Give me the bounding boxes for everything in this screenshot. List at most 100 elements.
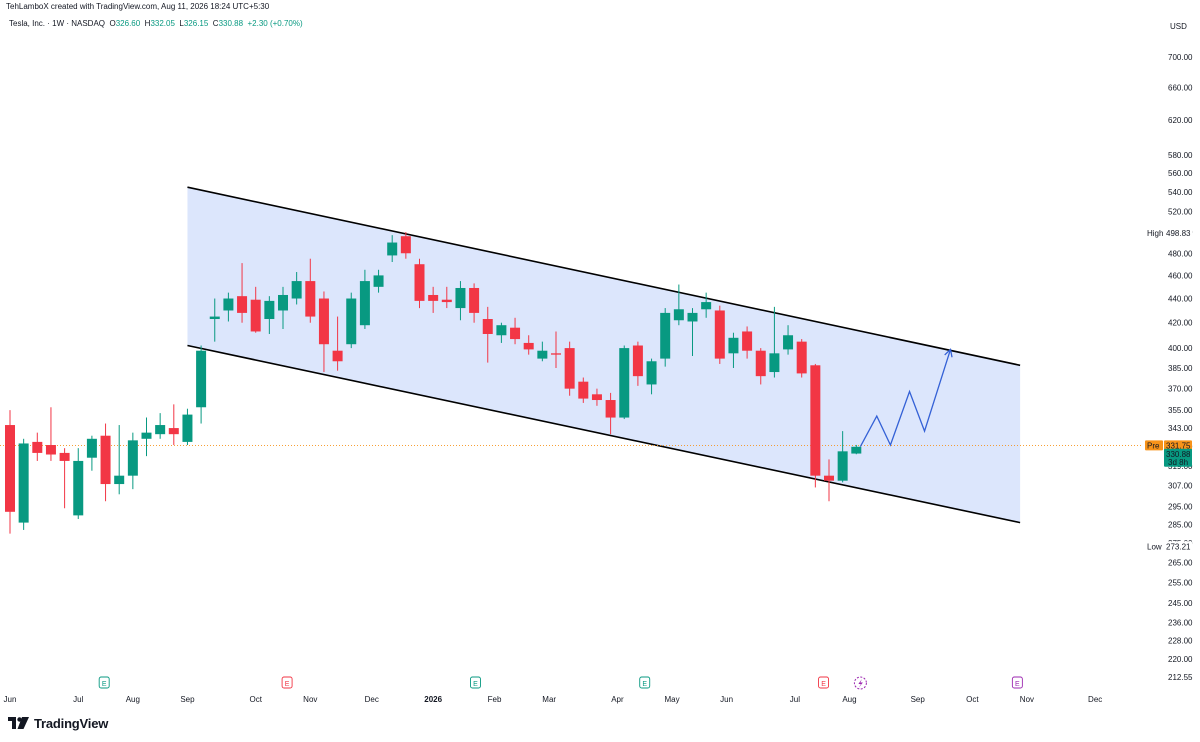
candle-body — [428, 294, 439, 301]
earnings-icon-bg — [281, 676, 293, 689]
candle — [114, 425, 125, 495]
y-tick-label: 540.00 — [1168, 188, 1193, 197]
candle — [428, 286, 439, 313]
x-tick-label: Dec — [365, 695, 379, 704]
candle — [824, 459, 834, 502]
x-tick-label: Aug — [842, 695, 856, 704]
candle — [810, 363, 821, 488]
y-tick-label: 265.00 — [1168, 558, 1193, 567]
earnings-icon: E — [98, 676, 110, 689]
pre-price-marker-tag: Pre — [1147, 441, 1160, 450]
candle — [332, 316, 343, 371]
candle-body — [482, 319, 493, 334]
x-tick-label: Nov — [1020, 695, 1034, 704]
low-label: L — [179, 19, 184, 28]
tradingview-logo-icon — [8, 716, 29, 729]
candle-body — [387, 242, 398, 256]
candle — [660, 308, 671, 367]
candle — [291, 272, 302, 305]
y-tick-label: 307.00 — [1168, 482, 1193, 491]
y-tick-label: 370.00 — [1168, 385, 1193, 394]
earnings-icon-bg — [470, 676, 481, 689]
candle-body — [632, 345, 643, 377]
candle-body — [45, 445, 56, 455]
low-marker-tag-bg — [1145, 541, 1163, 552]
symbol-name: Tesla, Inc. · 1W · NASDAQ — [9, 19, 106, 28]
candle — [359, 269, 370, 329]
y-tick-label: 420.00 — [1168, 319, 1193, 328]
candle-body — [687, 312, 698, 322]
candle — [537, 341, 548, 362]
x-tick-label: Jul — [73, 695, 83, 704]
currency-label[interactable]: USD — [1170, 22, 1187, 31]
candle-body — [237, 296, 248, 313]
y-tick-label: 385.00 — [1168, 364, 1193, 373]
candle — [632, 341, 643, 386]
candle-body — [168, 428, 179, 435]
candle-body — [359, 281, 370, 326]
candle — [18, 438, 29, 530]
price-axis[interactable]: 212.55 220.00 228.00 236.00 245.00 255.00 265.… — [1145, 53, 1193, 682]
candle-body — [182, 414, 193, 442]
y-tick-label: 700.00 — [1168, 53, 1193, 62]
candle — [278, 286, 288, 329]
earnings-icon: E — [818, 676, 829, 689]
high-marker-value: 498.83 — [1166, 229, 1191, 238]
projection-arrowhead — [944, 348, 953, 358]
earnings-icon-bg — [639, 676, 651, 689]
projection-path — [859, 349, 952, 447]
candle — [701, 292, 712, 318]
candle-body — [278, 294, 288, 311]
time-axis[interactable]: Jun Jul Aug Sep Oct Nov Dec 2026 Feb Mar Apr May Jun… — [4, 695, 1103, 704]
candle-body — [100, 435, 111, 485]
y-tick-label: 440.00 — [1168, 295, 1193, 304]
candle-body — [86, 438, 97, 458]
candle — [510, 317, 521, 345]
candle-body — [755, 350, 766, 377]
candle — [564, 341, 575, 396]
candle — [591, 388, 602, 406]
candle — [441, 286, 452, 309]
y-tick-label: 236.00 — [1168, 619, 1193, 628]
candle — [346, 292, 357, 349]
attribution-text: TehLamboX created with TradingView.com, … — [6, 2, 270, 11]
low-marker-value: 273.21 — [1166, 542, 1191, 551]
candle-body — [32, 441, 43, 453]
x-tick-label: Jun — [4, 695, 17, 704]
y-tick-label: 343.00 — [1168, 424, 1193, 433]
low-value: 326.15 — [183, 19, 209, 28]
candle-body — [496, 325, 507, 336]
candle-body — [810, 365, 821, 476]
open-label: O — [109, 19, 116, 28]
y-tick-label: 255.00 — [1168, 578, 1193, 587]
candle — [86, 435, 97, 471]
candle — [45, 407, 56, 461]
high-marker-value-bg — [1164, 228, 1192, 239]
earnings-icon: E — [639, 676, 651, 689]
candle-body — [346, 298, 357, 345]
y-tick-label: 212.55 — [1168, 673, 1193, 682]
candle-body — [796, 341, 807, 374]
candle-body — [551, 353, 561, 355]
y-tick-label: 245.00 — [1168, 599, 1193, 608]
earnings-icon-bg — [1011, 676, 1023, 689]
candle — [646, 358, 657, 395]
candle-body — [564, 348, 575, 389]
candle — [673, 284, 684, 326]
y-tick-label: 460.00 — [1168, 271, 1193, 280]
y-tick-label: 295.00 — [1168, 502, 1193, 511]
candle — [687, 308, 698, 356]
channel-lower-line — [187, 344, 1021, 524]
split-event-bolt — [858, 679, 863, 688]
earnings-icon-label: E — [642, 681, 647, 688]
last-close-bg — [1164, 448, 1192, 467]
candle — [127, 432, 138, 490]
candle-body — [400, 236, 411, 254]
candle-body — [114, 475, 125, 485]
candle-body — [209, 316, 220, 320]
candle-body — [605, 400, 616, 418]
low-marker-value-bg — [1164, 541, 1192, 552]
candle-body — [510, 327, 521, 340]
candle — [796, 339, 807, 378]
